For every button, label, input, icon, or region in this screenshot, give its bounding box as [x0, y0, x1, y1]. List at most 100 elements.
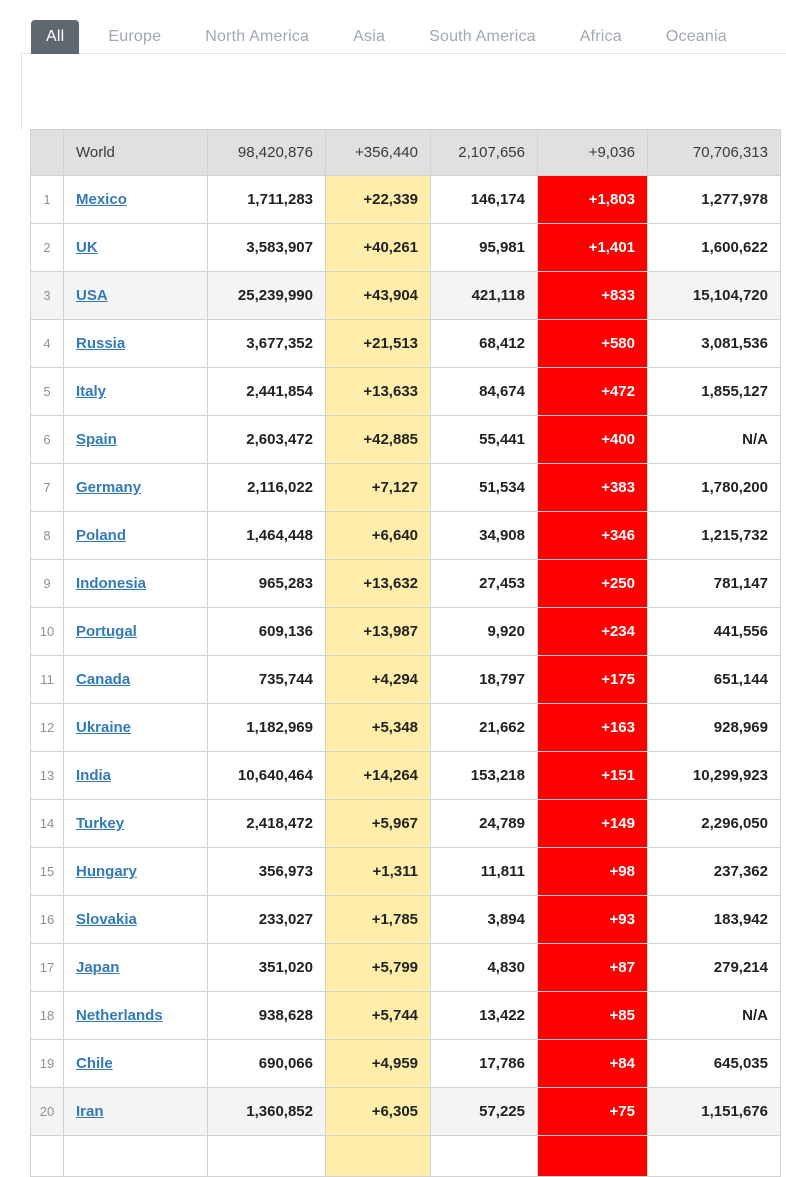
country-link[interactable]: Indonesia	[76, 575, 147, 592]
country-link[interactable]: Hungary	[76, 863, 137, 880]
country-link[interactable]: Chile	[76, 1055, 113, 1072]
new-cases-cell: +5,348	[325, 703, 431, 752]
total-cases-cell: 2,441,854	[207, 367, 326, 416]
country-link[interactable]: Poland	[76, 527, 127, 544]
country-cell: Portugal	[63, 607, 208, 656]
new-deaths-cell: +93	[537, 895, 648, 944]
country-cell: USA	[63, 271, 208, 320]
tab-north-america[interactable]: North America	[205, 28, 310, 45]
country-cell: Slovakia	[63, 895, 208, 944]
rank-cell: 7	[30, 463, 64, 512]
world-new-deaths: +9,036	[537, 129, 648, 176]
rank-cell: 19	[30, 1039, 64, 1088]
new-cases-cell: +4,294	[325, 655, 431, 704]
new-cases-cell: +1,311	[325, 847, 431, 896]
total-recovered-cell: 1,780,200	[647, 463, 781, 512]
country-row: 7 Germany 2,116,022 +7,127 51,534 +383 1,780,2…	[30, 463, 781, 512]
total-cases-cell: 356,973	[207, 847, 326, 896]
total-deaths-cell: 421,118	[430, 271, 538, 320]
country-cell: Chile	[63, 1039, 208, 1088]
country-cell: Turkey	[63, 799, 208, 848]
total-deaths-cell: 11,811	[430, 847, 538, 896]
total-cases-cell: 2,418,472	[207, 799, 326, 848]
country-link[interactable]: Mexico	[76, 191, 127, 208]
new-deaths-cell: +250	[537, 559, 648, 608]
country-link[interactable]: Slovakia	[76, 911, 137, 928]
total-deaths-cell: 51,534	[430, 463, 538, 512]
new-cases-cell: +14,264	[325, 751, 431, 800]
new-deaths-cell: +833	[537, 271, 648, 320]
world-label: World	[63, 129, 208, 176]
country-link[interactable]: Turkey	[76, 815, 125, 832]
new-deaths-cell: +400	[537, 415, 648, 464]
country-row: 5 Italy 2,441,854 +13,633 84,674 +472 1,855,12…	[30, 367, 781, 416]
total-deaths-cell: 68,412	[430, 319, 538, 368]
country-link[interactable]: Netherlands	[76, 1007, 163, 1024]
tab-all[interactable]: All	[31, 20, 80, 54]
country-row: 12 Ukraine 1,182,969 +5,348 21,662 +163 928,96…	[30, 703, 781, 752]
total-cases-cell: 3,677,352	[207, 319, 326, 368]
new-cases-cell: +5,744	[325, 991, 431, 1040]
total-cases-cell: 233,027	[207, 895, 326, 944]
new-cases-cell: +43,904	[325, 271, 431, 320]
rank-cell: 14	[30, 799, 64, 848]
total-recovered-cell: 2,296,050	[647, 799, 781, 848]
tab-europe[interactable]: Europe	[108, 28, 162, 45]
country-cell: Ukraine	[63, 703, 208, 752]
new-cases-cell: +21,513	[325, 319, 431, 368]
country-row: 17 Japan 351,020 +5,799 4,830 +87 279,214	[30, 943, 781, 992]
total-cases-cell: 1,711,283	[207, 175, 326, 224]
tab-south-america[interactable]: South America	[429, 28, 536, 45]
new-deaths-cell: +234	[537, 607, 648, 656]
rank-cell: 15	[30, 847, 64, 896]
total-recovered-cell: N/A	[647, 415, 781, 464]
rank-cell	[30, 129, 64, 176]
rank-cell: 17	[30, 943, 64, 992]
rank-cell: 3	[30, 271, 64, 320]
country-link[interactable]: India	[76, 767, 112, 784]
new-deaths-cell: +1,803	[537, 175, 648, 224]
new-cases-cell: +42,885	[325, 415, 431, 464]
total-recovered-cell: 781,147	[647, 559, 781, 608]
country-link[interactable]: USA	[76, 287, 108, 304]
total-cases-cell: 2,116,022	[207, 463, 326, 512]
country-link[interactable]: Russia	[76, 335, 126, 352]
country-link[interactable]: Iran	[76, 1103, 104, 1120]
new-deaths-cell: +163	[537, 703, 648, 752]
total-deaths-cell: 55,441	[430, 415, 538, 464]
country-link[interactable]: Spain	[76, 431, 117, 448]
country-cell: Germany	[63, 463, 208, 512]
total-cases-cell: 1,360,852	[207, 1087, 326, 1136]
tab-asia[interactable]: Asia	[353, 28, 386, 45]
new-deaths-cell: +151	[537, 751, 648, 800]
new-cases-cell: +13,987	[325, 607, 431, 656]
total-deaths-cell: 34,908	[430, 511, 538, 560]
total-recovered-cell: 645,035	[647, 1039, 781, 1088]
total-deaths-cell: 18,797	[430, 655, 538, 704]
country-cell: Iran	[63, 1087, 208, 1136]
tab-africa[interactable]: Africa	[579, 28, 622, 45]
country-link[interactable]: Italy	[76, 383, 107, 400]
country-cell: Poland	[63, 511, 208, 560]
country-row: 13 India 10,640,464 +14,264 153,218 +151 10,29…	[30, 751, 781, 800]
total-recovered-cell: 1,215,732	[647, 511, 781, 560]
country-cell: Italy	[63, 367, 208, 416]
total-recovered-cell: 651,144	[647, 655, 781, 704]
country-link[interactable]: Ukraine	[76, 719, 132, 736]
rank-cell: 8	[30, 511, 64, 560]
new-deaths-cell: +175	[537, 655, 648, 704]
new-cases-cell: +22,339	[325, 175, 431, 224]
country-link[interactable]: Japan	[76, 959, 120, 976]
tab-oceania[interactable]: Oceania	[665, 28, 727, 45]
country-link[interactable]: Germany	[76, 479, 142, 496]
country-link[interactable]: Portugal	[76, 623, 137, 640]
country-link[interactable]: UK	[76, 239, 98, 256]
rank-cell: 10	[30, 607, 64, 656]
country-row: 10 Portugal 609,136 +13,987 9,920 +234 441,556	[30, 607, 781, 656]
new-cases-cell: +40,261	[325, 223, 431, 272]
new-deaths-cell: +75	[537, 1087, 648, 1136]
new-deaths-cell: +1,401	[537, 223, 648, 272]
country-row: 4 Russia 3,677,352 +21,513 68,412 +580 3,081,5…	[30, 319, 781, 368]
country-rows: 1 Mexico 1,711,283 +22,339 146,174 +1,803 1,27…	[30, 175, 781, 1136]
country-link[interactable]: Canada	[76, 671, 131, 688]
